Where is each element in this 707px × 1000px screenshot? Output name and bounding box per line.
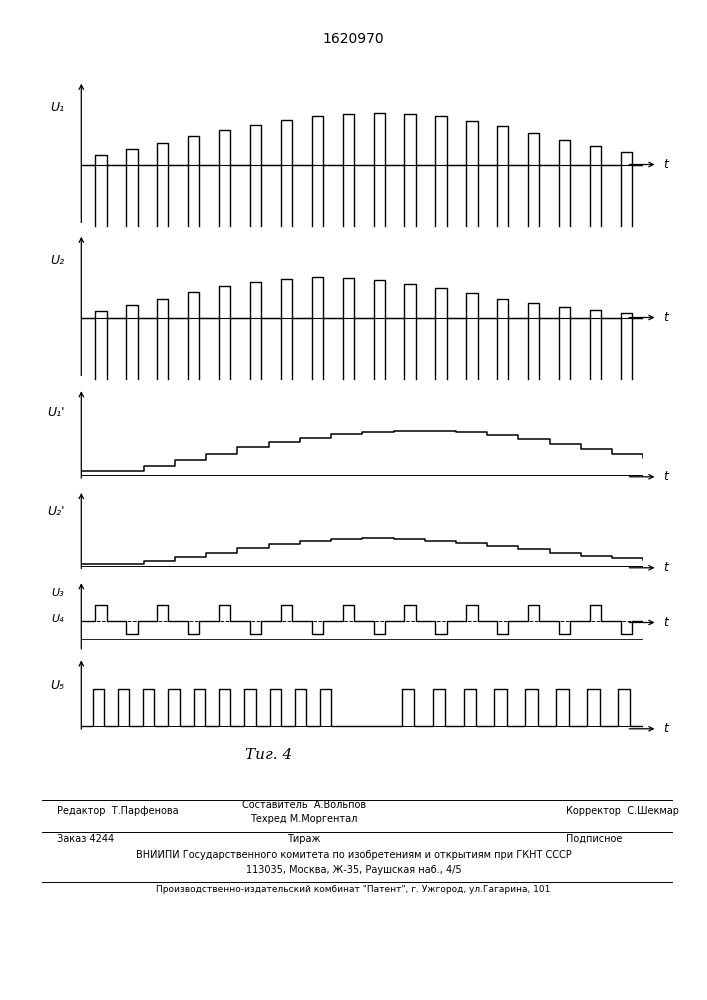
Text: U₃: U₃ <box>52 588 64 598</box>
Text: t: t <box>663 616 668 629</box>
Text: Заказ 4244: Заказ 4244 <box>57 834 114 844</box>
Text: Техред М.Моргентал: Техред М.Моргентал <box>250 814 358 824</box>
Text: ВНИИПИ Государственного комитета по изобретениям и открытиям при ГКНТ СССР: ВНИИПИ Государственного комитета по изоб… <box>136 850 571 860</box>
Text: t: t <box>663 158 668 171</box>
Text: U₂: U₂ <box>50 254 64 267</box>
Text: U₁: U₁ <box>50 101 64 114</box>
Text: Тираж: Тираж <box>287 834 321 844</box>
Text: U₂': U₂' <box>47 505 64 518</box>
Text: 113035, Москва, Ж-35, Раушская наб., 4/5: 113035, Москва, Ж-35, Раушская наб., 4/5 <box>246 865 461 875</box>
Text: U₄: U₄ <box>52 614 64 624</box>
Text: t: t <box>663 470 668 483</box>
Text: Редактор  Т.Парфенова: Редактор Т.Парфенова <box>57 806 178 816</box>
Text: Составитель  А.Вольпов: Составитель А.Вольпов <box>242 800 366 810</box>
Text: Подписное: Подписное <box>566 834 622 844</box>
Text: 1620970: 1620970 <box>322 32 385 46</box>
Text: Производственно-издательский комбинат "Патент", г. Ужгород, ул.Гагарина, 101: Производственно-издательский комбинат "П… <box>156 885 551 894</box>
Text: t: t <box>663 722 668 735</box>
Text: U₅: U₅ <box>50 679 64 692</box>
Text: t: t <box>663 311 668 324</box>
Text: t: t <box>663 561 668 574</box>
Text: U₁': U₁' <box>47 406 64 419</box>
Text: Корректор  С.Шекмар: Корректор С.Шекмар <box>566 806 679 816</box>
Text: Τиг. 4: Τиг. 4 <box>245 748 292 762</box>
